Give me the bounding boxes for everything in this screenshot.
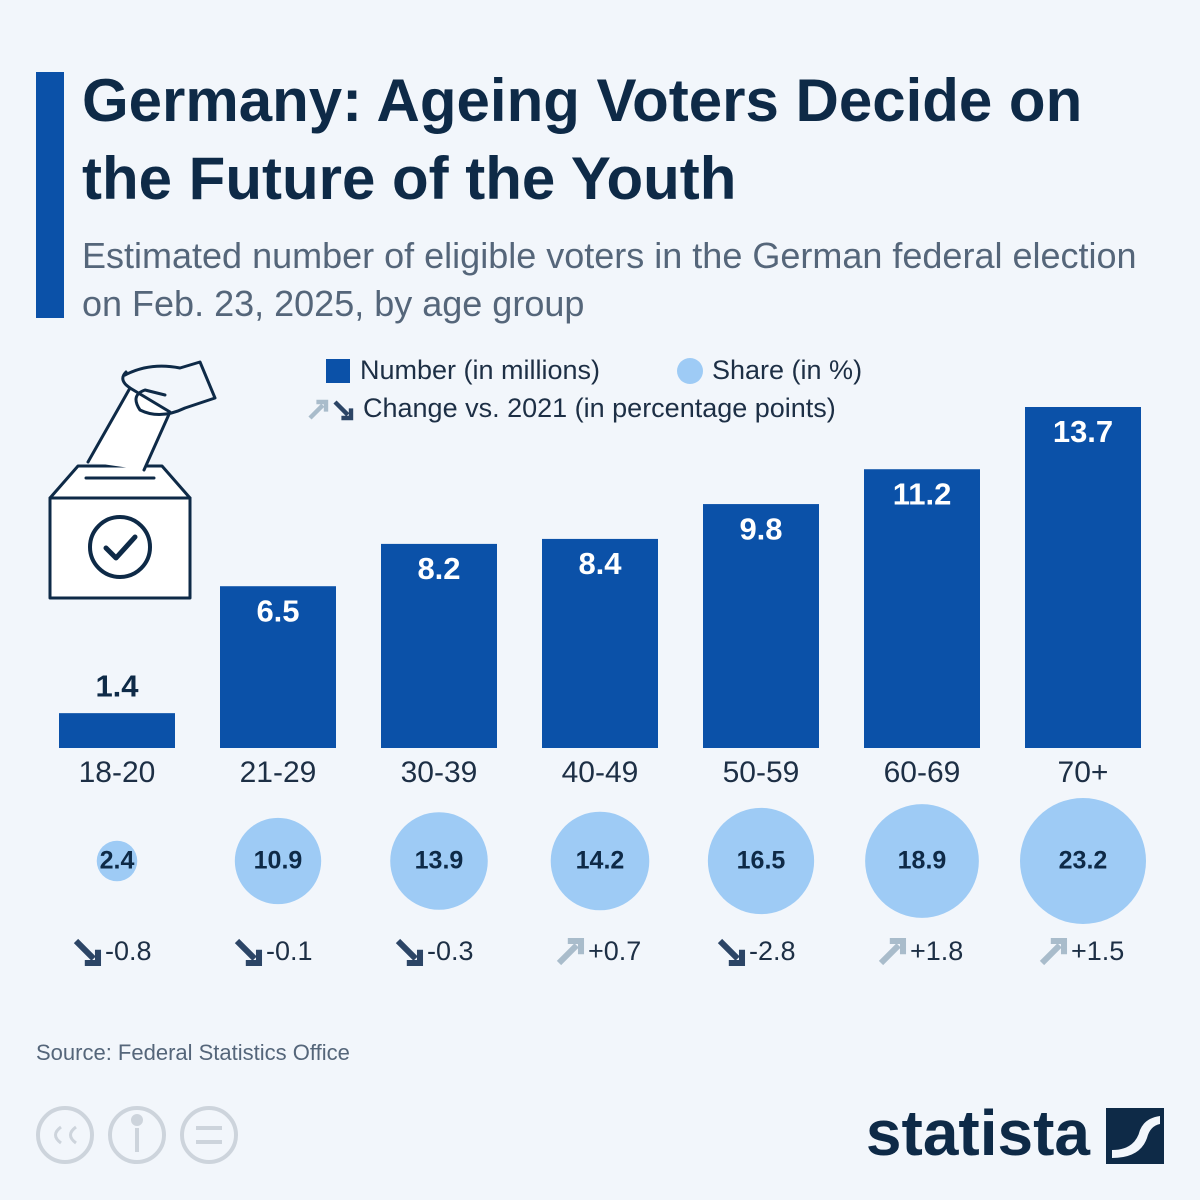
share-bubble	[707, 807, 815, 915]
bar	[220, 586, 336, 748]
x-tick-label: 60-69	[884, 756, 961, 789]
chart-subtitle: Estimated number of eligible voters in t…	[82, 235, 1137, 324]
brand-logo: statista	[866, 1097, 1091, 1169]
share-label: 18.9	[898, 847, 947, 875]
change-label: +1.8	[910, 936, 963, 966]
accent-bar	[36, 72, 64, 318]
bar	[864, 469, 980, 748]
arrow-up	[556, 937, 585, 966]
change-label: -2.8	[749, 936, 796, 966]
share-label: 14.2	[576, 847, 625, 875]
bar	[542, 538, 658, 748]
brand-icon	[1106, 1108, 1164, 1164]
license-icons	[36, 1106, 238, 1164]
share-bubble	[234, 817, 322, 905]
x-tick-label: 50-59	[723, 756, 800, 789]
change-label: +1.5	[1071, 936, 1124, 966]
bar	[1025, 407, 1141, 748]
legend-swatch	[326, 359, 350, 383]
bar	[381, 543, 497, 748]
bar-value-label: 11.2	[893, 476, 952, 511]
change-label: -0.1	[266, 936, 313, 966]
legend-label: Share (in %)	[712, 355, 862, 385]
x-tick-label: 18-20	[79, 756, 156, 789]
x-tick-label: 21-29	[240, 756, 317, 789]
share-bubble	[550, 811, 650, 911]
arrow-down	[717, 938, 746, 967]
bar	[703, 504, 819, 748]
x-tick-label: 30-39	[401, 756, 478, 789]
change-label: -0.8	[105, 936, 152, 966]
source: Source: Federal Statistics Office	[36, 1040, 350, 1065]
arrow-up	[878, 937, 907, 966]
arrow-down	[333, 400, 354, 421]
ballot-icon	[48, 360, 217, 600]
share-label: 10.9	[254, 847, 303, 875]
legend-label: Change vs. 2021 (in percentage points)	[363, 393, 836, 423]
share-label: 23.2	[1059, 847, 1108, 875]
bar-value-label: 8.4	[578, 546, 622, 581]
x-tick-label: 40-49	[562, 756, 639, 789]
bar-value-label: 6.5	[256, 593, 299, 628]
x-tick-label: 70+	[1058, 756, 1109, 789]
arrow-up	[1039, 937, 1068, 966]
arrow-up	[308, 399, 329, 420]
bar-value-label: 1.4	[95, 668, 139, 703]
share-bubble	[390, 812, 488, 910]
bar-value-label: 8.2	[417, 551, 460, 586]
legend-swatch	[677, 358, 703, 384]
bar-value-label: 13.7	[1053, 414, 1113, 449]
bar	[59, 713, 175, 748]
bar-value-label: 9.8	[739, 511, 782, 546]
change-label: -0.3	[427, 936, 474, 966]
legend-label: Number (in millions)	[360, 355, 600, 385]
share-label: 2.4	[100, 847, 135, 875]
share-bubble	[865, 804, 979, 918]
arrow-down	[73, 938, 102, 967]
share-bubble	[96, 840, 138, 882]
change-label: +0.7	[588, 936, 641, 966]
arrow-down	[234, 938, 263, 967]
share-label: 16.5	[737, 847, 786, 875]
chart-title: Germany: Ageing Voters Decide on the Fut…	[82, 67, 1083, 212]
arrow-down	[395, 938, 424, 967]
share-bubble	[1020, 798, 1146, 924]
share-label: 13.9	[415, 847, 464, 875]
